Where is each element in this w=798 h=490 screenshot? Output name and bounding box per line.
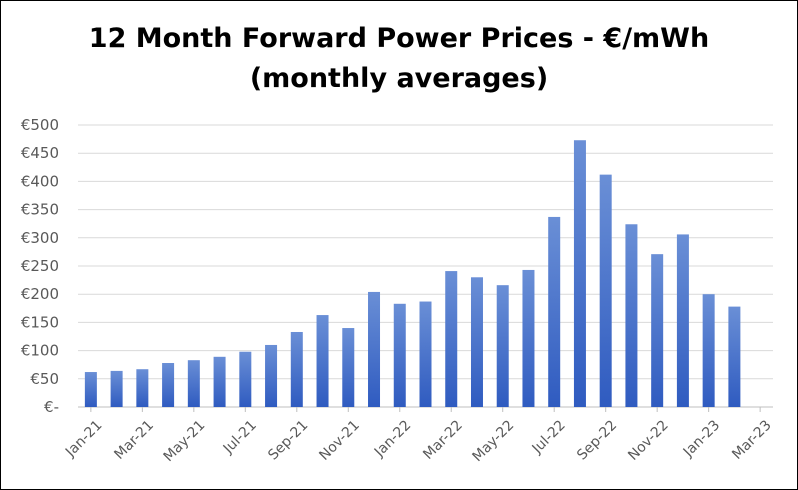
bar-jun-22 xyxy=(522,269,535,407)
x-tick-label: Jan-22 xyxy=(371,417,414,460)
bar-apr-21 xyxy=(162,363,175,407)
bar-aug-22 xyxy=(573,140,586,407)
x-axis-ticks: Jan-21 Mar-21 May-21 Jul-21 Sep-21 Nov-21 Jan-… xyxy=(62,407,775,465)
bar-may-21 xyxy=(187,360,200,407)
bar-aug-21 xyxy=(265,344,278,407)
y-tick-label: €300 xyxy=(21,229,59,247)
y-tick-label: €450 xyxy=(21,144,59,162)
x-tick-label: Jul-22 xyxy=(529,417,569,457)
x-tick-label: Sep-22 xyxy=(574,417,620,463)
y-axis-ticks: €- €50 €100 €150 €200 €250 €300 €350 €400 €450 €50… xyxy=(21,116,59,416)
x-tick-label: May-21 xyxy=(161,417,209,465)
x-tick-label: Mar-21 xyxy=(111,417,157,463)
x-tick-label: Nov-21 xyxy=(316,417,363,464)
x-tick-label: Nov-22 xyxy=(625,417,672,464)
x-tick-label: May-22 xyxy=(470,417,518,465)
bar-jan-22 xyxy=(393,303,406,407)
y-tick-label: €100 xyxy=(21,342,59,360)
bar-sep-21 xyxy=(290,331,303,407)
bar-nov-21 xyxy=(342,328,355,407)
bar-oct-21 xyxy=(316,315,329,407)
x-tick-label: Jan-23 xyxy=(680,417,723,460)
bar-apr-22 xyxy=(470,277,483,407)
bar-feb-21 xyxy=(110,370,123,407)
chart-title-line1: 12 Month Forward Power Prices - €/mWh xyxy=(88,23,710,54)
bar-jan-23 xyxy=(702,294,715,407)
x-tick-label: Mar-22 xyxy=(420,417,466,463)
bar-jun-21 xyxy=(213,356,226,407)
bar-may-22 xyxy=(496,285,509,407)
bar-feb-22 xyxy=(419,301,432,407)
bar-sep-22 xyxy=(599,174,612,407)
y-tick-label: €400 xyxy=(21,172,59,190)
y-tick-label: €50 xyxy=(30,370,59,388)
bar-jul-21 xyxy=(239,351,252,407)
bar-dec-22 xyxy=(676,234,689,407)
y-tick-label: €150 xyxy=(21,313,59,331)
x-tick-label: Mar-23 xyxy=(729,417,775,463)
bars xyxy=(84,140,741,407)
chart-subtitle: (monthly averages) xyxy=(249,63,549,94)
chart-title: 12 Month Forward Power Prices - €/mWh (m… xyxy=(1,19,797,99)
bar-feb-23 xyxy=(728,306,741,407)
bar-nov-22 xyxy=(651,254,664,407)
y-tick-label: €500 xyxy=(21,116,59,134)
bar-mar-22 xyxy=(445,271,458,407)
bar-jul-22 xyxy=(548,216,561,407)
bar-jan-21 xyxy=(84,372,97,407)
x-tick-label: Sep-21 xyxy=(265,417,311,463)
bar-dec-21 xyxy=(368,291,381,407)
x-tick-label: Jul-21 xyxy=(220,417,260,457)
y-tick-label: €250 xyxy=(21,257,59,275)
y-tick-label: €- xyxy=(44,398,59,416)
y-tick-label: €200 xyxy=(21,285,59,303)
bar-mar-21 xyxy=(136,369,149,407)
y-tick-label: €350 xyxy=(21,201,59,219)
bar-oct-22 xyxy=(625,224,638,407)
x-tick-label: Jan-21 xyxy=(62,417,105,460)
